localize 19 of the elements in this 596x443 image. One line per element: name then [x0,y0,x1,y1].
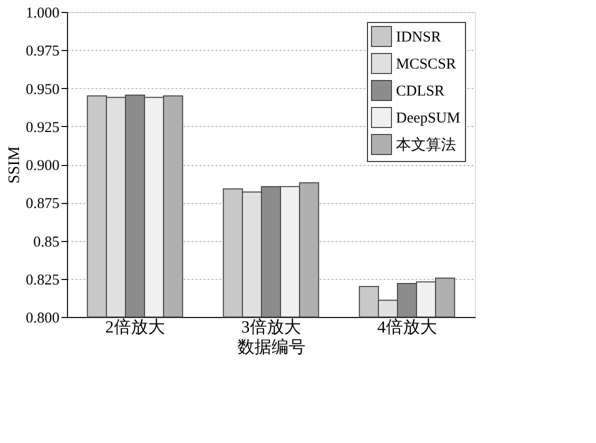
legend-label: DeepSUM [396,110,460,126]
x-tick-label: 3倍放大 [241,318,301,336]
y-tick-label: 0.875 [26,196,60,212]
y-tick-label: 1.000 [26,6,60,22]
legend-label: CDLSR [396,84,444,100]
legend-label: 本文算法 [396,136,456,154]
y-tick-label: 0.900 [26,158,60,174]
x-axis-title: 数据编号 [238,338,306,356]
y-tick-label: 0.85 [33,234,60,250]
y-tick-label: 0.950 [26,82,60,98]
legend-label: IDNSR [396,30,442,46]
y-tick-label: 0.975 [26,44,60,60]
legend-label: MCSCSR [396,56,456,72]
x-tick-label: 4倍放大 [377,318,437,336]
y-tick-label: 0.825 [26,272,60,288]
y-tick-label: 0.925 [26,120,60,136]
y-tick-label: 0.800 [26,310,60,326]
y-axis-title: SSIM [6,146,23,184]
x-tick-label: 2倍放大 [105,318,165,336]
